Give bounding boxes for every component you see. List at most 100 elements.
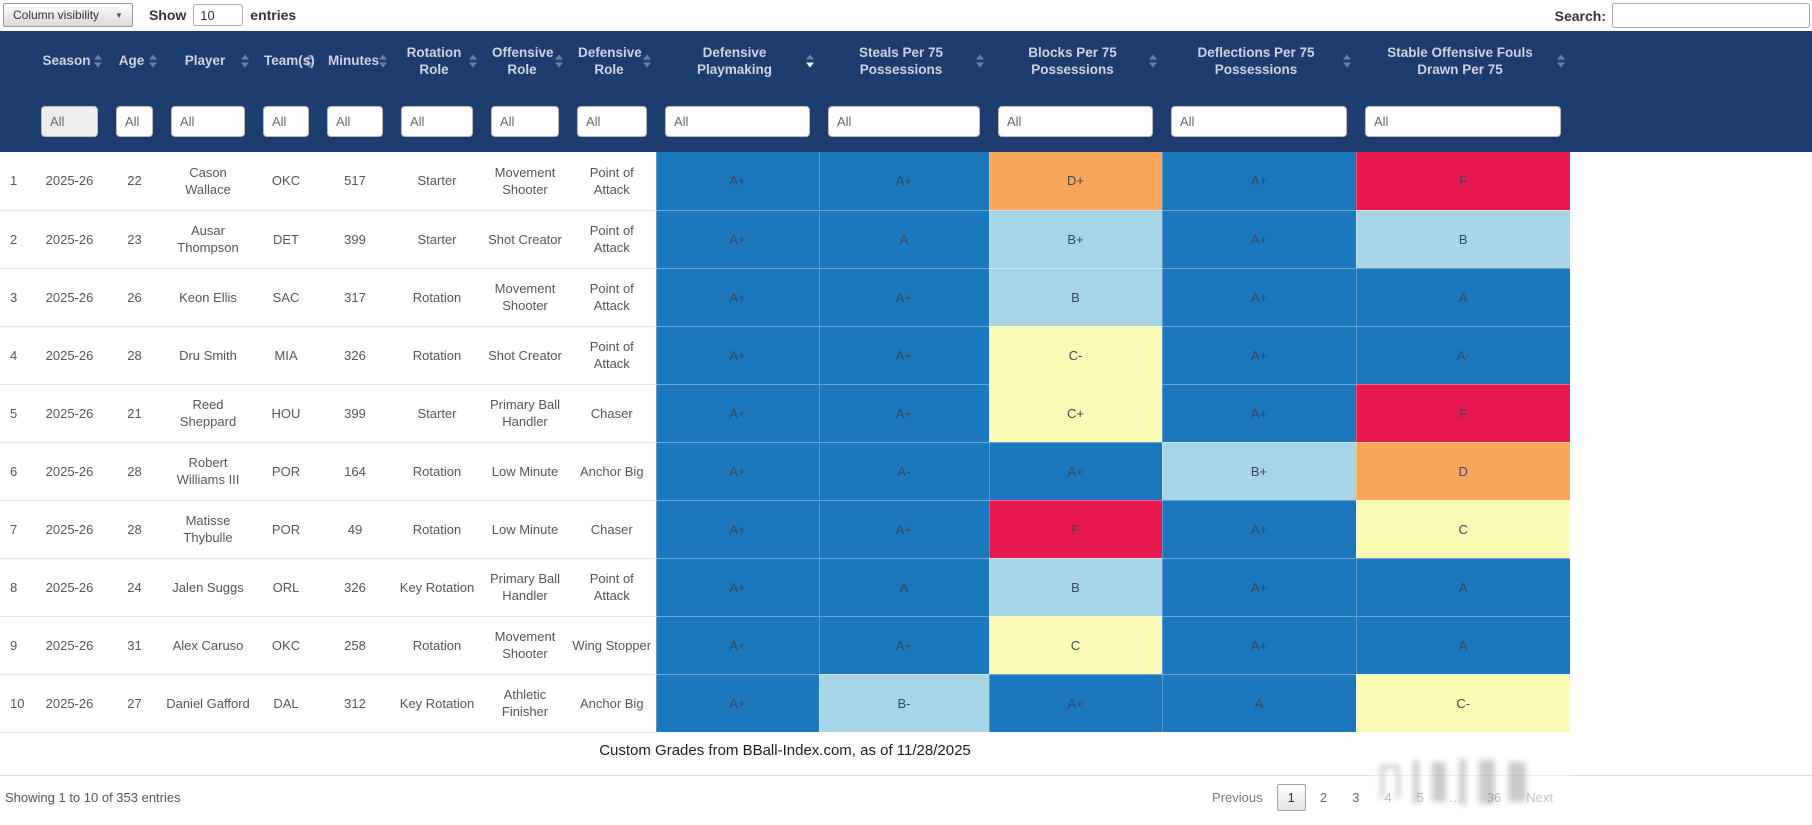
column-header-label: Stable Offensive Fouls Drawn Per 75 (1387, 44, 1533, 77)
cell-offensive-role: Shot Creator (482, 210, 568, 269)
sort-icon[interactable] (976, 54, 984, 67)
column-visibility-label: Column visibility (13, 8, 100, 22)
cell-num: 8 (0, 558, 32, 617)
cell-num: 4 (0, 326, 32, 385)
cell-num: 10 (0, 674, 32, 733)
grade-cell-deflections-per-75: A+ (1161, 210, 1356, 269)
filter-input-stable-offensive-fouls-drawn-per-75[interactable] (1365, 105, 1561, 137)
cell-minutes: 317 (318, 268, 392, 327)
column-header-defensive-playmaking[interactable]: Defensive Playmaking (656, 31, 819, 90)
grade-cell-blocks-per-75: F (988, 500, 1162, 559)
filter-input-rotation-role[interactable] (401, 105, 473, 137)
filter-input-steals-per-75-possessions[interactable] (828, 105, 980, 137)
grade-cell-steals-per-75: A (818, 210, 989, 269)
column-header-stable-offensive-fouls-drawn-per-75[interactable]: Stable Offensive Fouls Drawn Per 75 (1356, 31, 1570, 90)
sort-icon[interactable] (555, 54, 563, 67)
column-header-label: Defensive Role (578, 44, 642, 77)
column-header-steals-per-75-possessions[interactable]: Steals Per 75 Possessions (819, 31, 989, 90)
cell-season: 2025-26 (32, 152, 107, 211)
grade-cell-deflections-per-75: A+ (1161, 268, 1356, 327)
column-header-rotation-role[interactable]: Rotation Role (392, 31, 482, 90)
header-filler (1570, 31, 1812, 90)
pagination-page-1[interactable]: 1 (1276, 784, 1306, 811)
grade-cell-blocks-per-75: B (988, 268, 1162, 327)
column-header-season[interactable]: Season (32, 31, 107, 90)
grade-cell-steals-per-75: A+ (818, 500, 989, 559)
cell-rotation-role: Rotation (392, 616, 482, 675)
column-header-team-s[interactable]: Team(s) (254, 31, 318, 90)
filter-cell-defensive-playmaking (656, 90, 819, 152)
cell-offensive-role: Shot Creator (482, 326, 568, 385)
column-header-offensive-role[interactable]: Offensive Role (482, 31, 568, 90)
column-header-blocks-per-75-possessions[interactable]: Blocks Per 75 Possessions (989, 31, 1162, 90)
cell-minutes: 399 (318, 384, 392, 443)
grade-cell-stable-offensive-fouls-per-75: F (1355, 384, 1570, 443)
sort-icon[interactable] (1149, 54, 1157, 67)
cell-minutes: 312 (318, 674, 392, 733)
column-header-age[interactable]: Age (107, 31, 162, 90)
sort-icon[interactable] (1557, 54, 1565, 67)
filter-input-defensive-playmaking[interactable] (665, 105, 810, 137)
entries-count-input[interactable] (193, 4, 244, 26)
filter-input-offensive-role[interactable] (491, 105, 559, 137)
sort-icon[interactable] (379, 54, 387, 67)
filter-input-player[interactable] (171, 105, 245, 137)
filter-cell-offensive-role (482, 90, 568, 152)
filter-input-deflections-per-75-possessions[interactable] (1171, 105, 1347, 137)
filter-input-age[interactable] (116, 105, 153, 137)
pagination-page-2[interactable]: 2 (1319, 790, 1328, 805)
cell-age: 31 (107, 616, 162, 675)
grade-cell-deflections-per-75: B+ (1161, 442, 1356, 501)
pagination-ellipsis[interactable]: … (1448, 790, 1462, 805)
row-filler (1570, 442, 1812, 500)
filter-input-minutes[interactable] (327, 105, 383, 137)
sort-icon[interactable] (1343, 54, 1351, 67)
sort-icon[interactable] (149, 54, 157, 67)
sort-icon[interactable] (241, 54, 249, 67)
sort-icon[interactable] (94, 54, 102, 67)
sort-icon[interactable] (643, 54, 651, 67)
filter-input-defensive-role[interactable] (577, 105, 647, 137)
filter-input-team-s[interactable] (263, 105, 309, 137)
pagination-page-3[interactable]: 3 (1352, 790, 1360, 805)
cell-season: 2025-26 (32, 558, 107, 617)
table-row: 5 2025-26 21 Reed Sheppard HOU 399 Starter Prim… (0, 384, 1812, 443)
search-control: Search: (1555, 3, 1810, 28)
column-visibility-button[interactable]: Column visibility ▼ (3, 3, 133, 27)
table-row: 1 2025-26 22 Cason Wallace OKC 517 Starter Move… (0, 152, 1812, 211)
filter-cell-player (162, 90, 254, 152)
filter-input-blocks-per-75-possessions[interactable] (998, 105, 1153, 137)
grade-cell-stable-offensive-fouls-per-75: F (1355, 152, 1570, 211)
sort-icon[interactable] (806, 54, 814, 67)
column-header-label: Player (184, 53, 226, 68)
column-header-defensive-role[interactable]: Defensive Role (568, 31, 656, 90)
search-input[interactable] (1612, 3, 1810, 28)
caret-down-icon: ▼ (115, 10, 123, 20)
filter-input-season[interactable] (41, 105, 98, 137)
grade-cell-defensive-playmaking: A+ (655, 500, 819, 559)
grade-cell-defensive-playmaking: A+ (655, 210, 819, 269)
table-row: 9 2025-26 31 Alex Caruso OKC 258 Rotation Movem… (0, 616, 1812, 675)
column-header-minutes[interactable]: Minutes (318, 31, 392, 90)
pagination-page-4[interactable]: 4 (1384, 790, 1392, 805)
sort-icon[interactable] (469, 54, 477, 67)
cell-team: MIA (254, 326, 318, 385)
grade-cell-blocks-per-75: B (988, 558, 1162, 617)
grade-cell-stable-offensive-fouls-per-75: C (1355, 500, 1570, 559)
pagination-page-5[interactable]: 5 (1416, 790, 1424, 805)
pagination-next-button[interactable]: Next (1526, 790, 1553, 805)
pagination-previous-button[interactable]: Previous (1212, 790, 1263, 805)
grade-cell-steals-per-75: A+ (818, 384, 989, 443)
cell-num: 5 (0, 384, 32, 443)
cell-defensive-role: Point of Attack (568, 326, 656, 385)
grade-cell-deflections-per-75: A+ (1161, 384, 1356, 443)
row-filler (1570, 558, 1812, 616)
column-header-player[interactable]: Player (162, 31, 254, 90)
column-header-deflections-per-75-possessions[interactable]: Deflections Per 75 Possessions (1162, 31, 1356, 90)
header-filler (1570, 90, 1812, 152)
grade-cell-defensive-playmaking: A+ (655, 616, 819, 675)
sort-icon[interactable] (305, 54, 313, 67)
cell-season: 2025-26 (32, 674, 107, 733)
cell-rotation-role: Starter (392, 210, 482, 269)
pagination-page-36[interactable]: 36 (1486, 790, 1502, 805)
